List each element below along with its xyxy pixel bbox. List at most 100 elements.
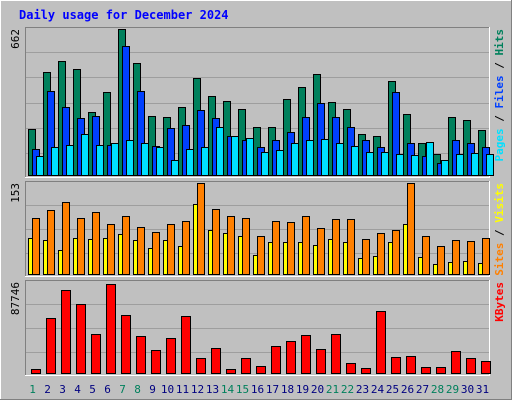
day-tick-label: 27 xyxy=(416,383,429,396)
day-axis-labels: 1 2 3 4 5 6 7 8 9 10 11 12 13 14 15 16 17 18 19 20 21 22 23 24 2… xyxy=(29,383,489,396)
bar-sites xyxy=(92,212,100,275)
bar-kbytes xyxy=(106,284,116,374)
day-tick-label: 13 xyxy=(206,383,219,396)
bar-sites xyxy=(407,183,415,275)
bar-pages xyxy=(486,154,494,176)
day-tick-label: 23 xyxy=(356,383,369,396)
bar-sites xyxy=(32,218,40,275)
bar-pages xyxy=(276,150,284,176)
bar-sites xyxy=(332,219,340,275)
bar-kbytes xyxy=(451,351,461,374)
day-tick-label: 12 xyxy=(191,383,204,396)
bar-pages xyxy=(396,154,404,176)
bar-kbytes xyxy=(421,367,431,374)
bar-pages xyxy=(126,140,134,176)
bar-pages xyxy=(246,138,254,176)
bar-kbytes xyxy=(226,369,236,374)
bar-sites xyxy=(317,228,325,275)
bar-kbytes xyxy=(91,334,101,374)
bar-sites xyxy=(137,227,145,275)
chart-title: Daily usage for December 2024 xyxy=(19,8,229,22)
bar-kbytes xyxy=(466,358,476,374)
bar-kbytes xyxy=(481,361,491,374)
day-tick-label: 4 xyxy=(74,383,81,396)
bar-sites xyxy=(242,218,250,275)
day-tick-label: 8 xyxy=(134,383,141,396)
legend-entry: KBytes xyxy=(493,282,506,322)
day-tick-label: 30 xyxy=(461,383,474,396)
panel-legend: Sites / Visits xyxy=(493,183,506,276)
bar-kbytes xyxy=(361,368,371,374)
day-tick-label: 24 xyxy=(371,383,385,396)
day-tick-label: 2 xyxy=(44,383,51,396)
chart-panels: 662 Pages / Files / Hits 153 Sites / Visits… xyxy=(9,27,506,376)
bar-pages xyxy=(426,142,434,176)
bar-sites xyxy=(62,202,70,275)
panel-legend: KBytes xyxy=(493,282,506,322)
bar-sites xyxy=(272,221,280,275)
day-tick-label: 26 xyxy=(401,383,414,396)
bar-sites xyxy=(77,218,85,275)
day-tick-label: 9 xyxy=(149,383,156,396)
panel-legend: Pages / Files / Hits xyxy=(493,29,506,162)
bar-sites xyxy=(362,239,370,275)
day-tick-label: 31 xyxy=(476,383,489,396)
bar-pages xyxy=(306,140,314,176)
day-tick-label: 20 xyxy=(311,383,324,396)
bar-pages xyxy=(186,149,194,176)
bar-sites xyxy=(47,210,55,275)
bar-kbytes xyxy=(241,358,251,374)
day-tick-label: 18 xyxy=(281,383,294,396)
bar-pages xyxy=(111,143,119,176)
day-tick-label: 29 xyxy=(446,383,459,396)
day-tick-label: 22 xyxy=(341,383,354,396)
bar-sites xyxy=(167,224,175,275)
bar-kbytes xyxy=(316,349,326,374)
bar-kbytes xyxy=(256,366,266,374)
bar-pages xyxy=(51,147,59,176)
bar-sites xyxy=(227,216,235,275)
day-tick-label: 25 xyxy=(386,383,399,396)
bar-pages xyxy=(411,155,419,176)
chart-panel: 662 Pages / Files / Hits xyxy=(9,27,506,178)
day-tick-label: 3 xyxy=(59,383,66,396)
bar-kbytes xyxy=(301,335,311,374)
day-tick-label: 16 xyxy=(251,383,264,396)
bar-kbytes xyxy=(376,311,386,374)
bar-sites xyxy=(182,221,190,275)
bar-sites xyxy=(302,216,310,275)
bar-pages xyxy=(171,160,179,176)
bar-kbytes xyxy=(181,316,191,374)
bar-pages xyxy=(366,152,374,176)
bar-sites xyxy=(122,216,130,275)
bar-kbytes xyxy=(31,369,41,374)
bar-sites xyxy=(257,236,265,275)
bar-sites xyxy=(422,236,430,275)
bar-pages xyxy=(231,136,239,176)
bar-kbytes xyxy=(406,356,416,374)
bar-kbytes xyxy=(136,336,146,374)
bar-sites xyxy=(152,232,160,275)
bar-pages xyxy=(456,154,464,176)
bar-sites xyxy=(197,183,205,275)
legend-entry: Hits xyxy=(493,29,506,56)
bar-kbytes xyxy=(151,350,161,374)
bar-kbytes xyxy=(346,363,356,374)
legend-entry: / xyxy=(493,56,506,76)
bar-pages xyxy=(36,156,44,176)
legend-entry: / xyxy=(493,223,506,243)
bar-sites xyxy=(212,209,220,275)
day-tick-label: 21 xyxy=(326,383,339,396)
bar-kbytes xyxy=(391,357,401,374)
bar-sites xyxy=(392,230,400,275)
bar-sites xyxy=(107,224,115,275)
bar-sites xyxy=(437,246,445,275)
bar-sites xyxy=(287,222,295,275)
day-tick-label: 5 xyxy=(89,383,96,396)
day-tick-label: 28 xyxy=(431,383,444,396)
bar-sites xyxy=(482,238,490,275)
bar-kbytes xyxy=(286,341,296,374)
bar-pages xyxy=(336,143,344,176)
day-tick-label: 1 xyxy=(29,383,36,396)
day-tick-label: 6 xyxy=(104,383,111,396)
